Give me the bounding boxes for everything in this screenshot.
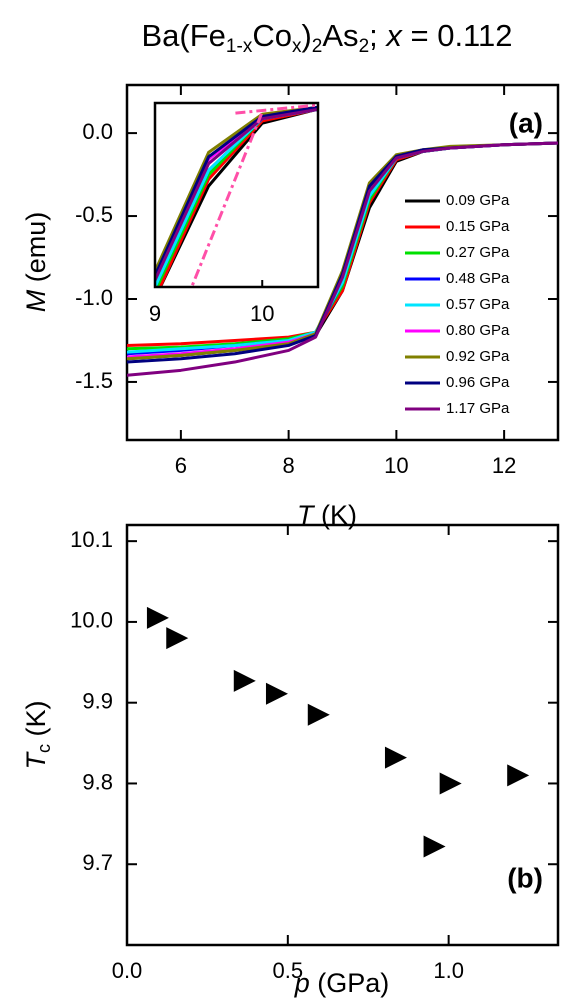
legend-label: 0.15 GPa [446, 218, 510, 235]
inset-series-line [155, 108, 318, 283]
y-tick-label: -0.5 [75, 202, 113, 227]
title-part: ; [369, 18, 386, 53]
title-part: 1-x [226, 36, 253, 57]
title-part: As [322, 18, 358, 53]
y-tick-label: 9.8 [82, 769, 113, 794]
guide-line [235, 103, 317, 115]
title-part: ) [301, 18, 311, 53]
title-part: Ba(Fe [142, 18, 226, 53]
y-tick-label: 10.1 [70, 527, 113, 552]
series-line [127, 141, 558, 377]
label-part: T [21, 751, 51, 770]
plot-area [127, 141, 558, 377]
title-part: 2 [312, 36, 323, 57]
legend-label: 0.09 GPa [446, 192, 510, 209]
data-point [146, 606, 169, 629]
legend-label: 0.57 GPa [446, 296, 510, 313]
title-part: x [384, 18, 403, 53]
inset-frame [153, 101, 320, 289]
inset-background [155, 103, 318, 287]
label-part: (K) [21, 701, 51, 745]
x-tick-label: 0.5 [273, 958, 304, 983]
label-part: T [297, 500, 316, 530]
data-point [507, 764, 530, 787]
plot-frame [125, 523, 560, 947]
inset-x-tick-label: 10 [250, 301, 274, 326]
data-point [233, 669, 256, 692]
legend-label: 0.96 GPa [446, 374, 510, 391]
panel-label: (b) [507, 862, 543, 893]
y-tick-label: 0.0 [82, 119, 113, 144]
legend-label: 0.92 GPa [446, 348, 510, 365]
x-tick-label: 10 [384, 453, 408, 478]
x-tick-label: 8 [283, 453, 295, 478]
inset-area [155, 103, 318, 287]
legend-label: 0.80 GPa [446, 322, 510, 339]
y-axis-label: M (emu) [21, 212, 51, 313]
label-part: (emu) [21, 212, 51, 290]
y-tick-label: -1.5 [75, 368, 113, 393]
data-point [439, 772, 462, 795]
x-tick-label: 1.0 [433, 958, 464, 983]
inset-series-line [155, 105, 318, 279]
guide-line [190, 111, 264, 287]
y-tick-label: -1.0 [75, 285, 113, 310]
y-tick-label: 10.0 [70, 608, 113, 633]
label-part: (GPa) [310, 968, 390, 998]
plot-frame [125, 83, 560, 442]
inset-series-line [155, 108, 318, 287]
data-point [384, 746, 407, 769]
data-point [265, 682, 288, 705]
inset-series-line [155, 108, 318, 287]
data-point [166, 627, 189, 650]
data-point [307, 703, 330, 726]
label-part: c [34, 744, 54, 753]
title-part: = 0.112 [402, 18, 513, 53]
x-axis-label: p (GPa) [294, 968, 390, 998]
data-point [423, 835, 446, 858]
title-part: 2 [359, 36, 370, 57]
label-part: p [294, 968, 310, 998]
title-part: x [292, 36, 302, 57]
x-tick-label: 0.0 [112, 958, 143, 983]
x-tick-label: 12 [492, 453, 516, 478]
y-tick-label: 9.7 [82, 850, 113, 875]
figure-title: Ba(Fe1-xCox)2As2; x = 0.112 [142, 18, 513, 57]
inset-series-line [158, 108, 318, 287]
inset-x-tick-label: 9 [149, 301, 161, 326]
title-part: Co [252, 18, 292, 53]
y-axis-label: Tc (K) [21, 701, 54, 770]
panel-label: (a) [509, 107, 543, 138]
legend-label: 0.48 GPa [446, 270, 510, 287]
legend-label: 0.27 GPa [446, 244, 510, 261]
label-part: M [21, 289, 51, 312]
legend-label: 1.17 GPa [446, 400, 510, 417]
y-tick-label: 9.9 [82, 689, 113, 714]
x-tick-label: 6 [175, 453, 187, 478]
inset-series-line [155, 105, 318, 275]
